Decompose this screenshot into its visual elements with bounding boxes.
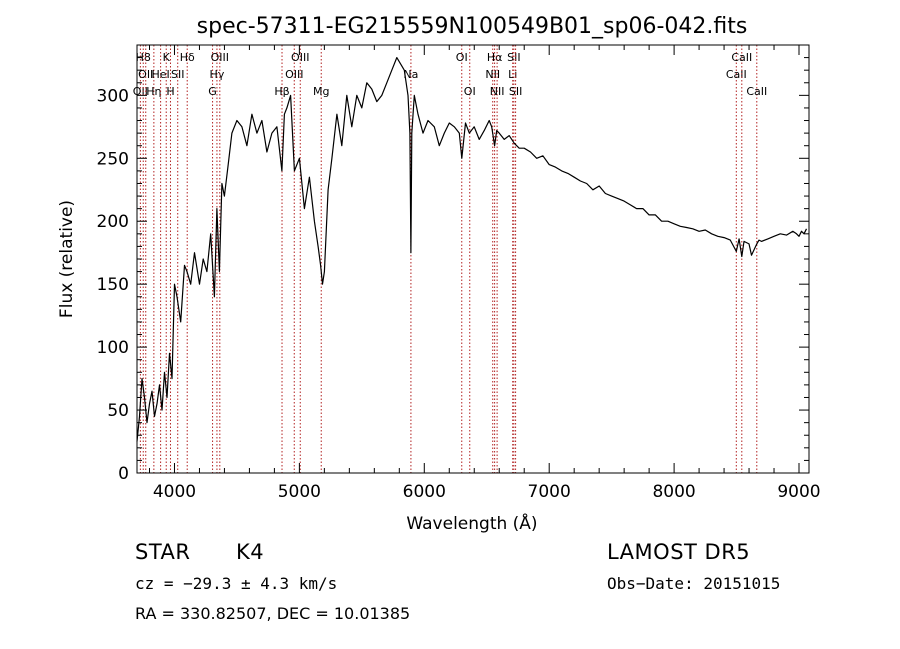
line-marker-label: OI xyxy=(456,51,468,64)
y-tick-label: 250 xyxy=(97,149,129,169)
observation-date: Obs−Date: 20151015 xyxy=(607,574,781,593)
line-marker-label: SII xyxy=(509,85,522,98)
line-marker-label: OIII xyxy=(211,51,229,64)
line-marker-label: Na xyxy=(403,68,418,81)
x-tick-label: 4000 xyxy=(153,482,196,502)
line-marker-label: OII xyxy=(138,68,153,81)
line-marker-label: H8 xyxy=(136,51,151,64)
line-marker-label: Hδ xyxy=(180,51,195,64)
line-marker-label: NII xyxy=(490,85,505,98)
x-axis-label: Wavelength (Å) xyxy=(406,512,537,534)
x-tick-label: 7000 xyxy=(528,482,571,502)
object-class: STAR xyxy=(135,540,191,564)
x-tick-label: 5000 xyxy=(278,482,321,502)
line-markers: OIIH8OIIHηHeIKHSIIHδGHγOIIIHβOIIIOIIIMgN… xyxy=(133,45,767,473)
line-marker-label: Hγ xyxy=(210,68,225,81)
line-marker-label: OIII xyxy=(285,68,303,81)
line-marker-label: Li xyxy=(508,68,517,81)
axes: 4000 5000 6000 7000 8000 9000 0 50 100 150 200 250 3… xyxy=(97,45,821,502)
line-marker-label: Hα xyxy=(487,51,503,64)
line-marker-label: CaII xyxy=(731,51,752,64)
line-marker-label: CaII xyxy=(726,68,747,81)
line-marker-label: G xyxy=(208,85,217,98)
y-axis-label: Flux (relative) xyxy=(57,200,77,318)
y-tick-label: 300 xyxy=(97,86,129,106)
chart-title: spec-57311-EG215559N100549B01_sp06-042.f… xyxy=(197,14,748,39)
line-marker-label: H xyxy=(166,85,174,98)
line-marker-label: SII xyxy=(171,68,184,81)
spectrum-line xyxy=(136,57,808,442)
line-marker-label: SII xyxy=(507,51,520,64)
survey-name: LAMOST DR5 xyxy=(607,540,751,564)
line-marker-label: OIII xyxy=(291,51,309,64)
line-marker-label: CaII xyxy=(746,85,767,98)
line-marker-label: Hβ xyxy=(274,85,289,98)
line-marker-label: NII xyxy=(485,68,500,81)
y-tick-label: 0 xyxy=(118,464,129,484)
y-tick-label: 50 xyxy=(107,401,129,421)
coordinates: RA = 330.82507, DEC = 10.01385 xyxy=(135,604,411,623)
line-marker-label: HeI xyxy=(151,68,169,81)
line-marker-label: Hη xyxy=(146,85,161,98)
redshift-velocity: cz = −29.3 ± 4.3 km/s xyxy=(135,574,338,593)
y-tick-label: 100 xyxy=(97,338,129,358)
y-tick-label: 150 xyxy=(97,275,129,295)
line-marker-label: K xyxy=(163,51,171,64)
x-tick-label: 9000 xyxy=(777,482,820,502)
subclass: K4 xyxy=(236,540,265,564)
line-marker-label: Mg xyxy=(313,85,329,98)
x-tick-label: 8000 xyxy=(652,482,695,502)
line-marker-label: OI xyxy=(464,85,476,98)
x-tick-label: 6000 xyxy=(403,482,446,502)
y-tick-label: 200 xyxy=(97,212,129,232)
plot-frame xyxy=(136,44,810,474)
